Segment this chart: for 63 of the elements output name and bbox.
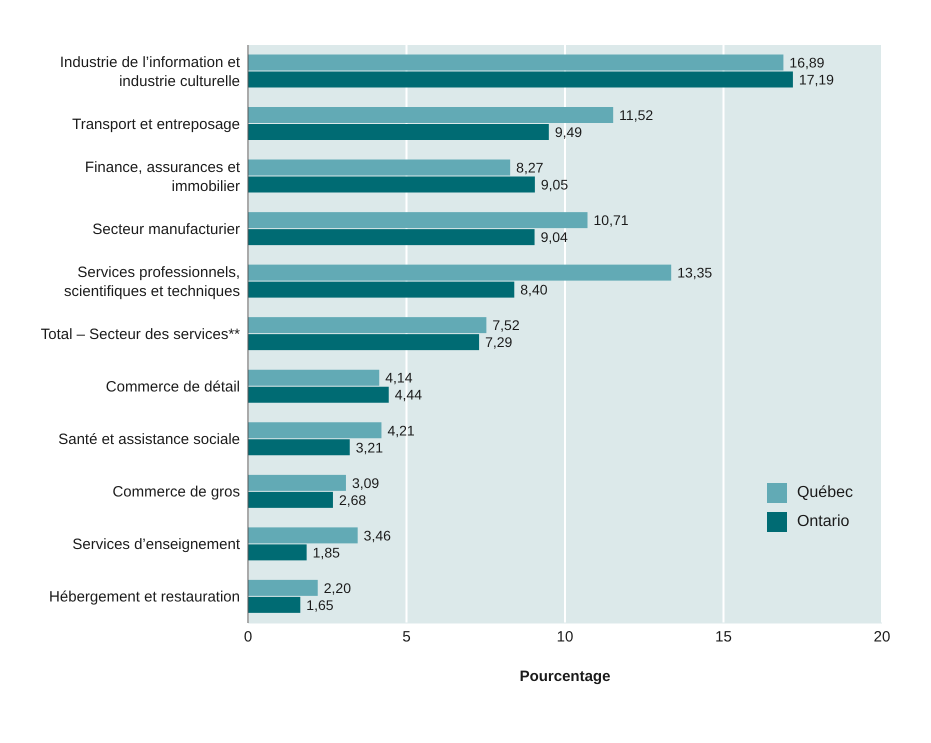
data-label: 3,46 bbox=[364, 527, 392, 544]
y-tick-label: Finance, assurances et immobilier bbox=[84, 158, 241, 194]
data-label: 17,19 bbox=[798, 71, 834, 88]
y-tick-label: Transport et entreposage bbox=[72, 115, 240, 132]
y-tick-label: Total – Secteur des services** bbox=[40, 326, 240, 342]
y-tick-label: Services professionnels, scientifiques et techniques bbox=[64, 263, 240, 300]
bar bbox=[248, 71, 793, 88]
bar bbox=[248, 370, 380, 386]
x-axis-title: Pourcentage bbox=[520, 668, 610, 685]
legend-label: Ontario bbox=[796, 513, 850, 531]
bar bbox=[248, 212, 588, 228]
bar bbox=[248, 264, 672, 281]
data-label: 9,49 bbox=[554, 124, 582, 140]
x-tick-label: 15 bbox=[715, 628, 732, 646]
data-label: 7,29 bbox=[485, 334, 513, 350]
data-label: 8,40 bbox=[520, 282, 548, 298]
bar bbox=[248, 422, 382, 438]
bar bbox=[248, 474, 346, 491]
bar bbox=[248, 176, 535, 193]
x-tick-label: 5 bbox=[402, 628, 411, 646]
y-tick-label: Commerce de gros bbox=[112, 483, 240, 500]
bar bbox=[248, 580, 318, 596]
data-label: 2,20 bbox=[324, 580, 352, 596]
data-label: 11,52 bbox=[619, 107, 654, 124]
data-label: 4,14 bbox=[385, 370, 413, 386]
y-tick-label: Industrie de l’information et industrie culturelle bbox=[60, 53, 241, 90]
data-label: 13,35 bbox=[677, 264, 712, 281]
data-label: 8,27 bbox=[516, 160, 544, 176]
data-label: 3,09 bbox=[352, 474, 380, 491]
data-label: 16,89 bbox=[789, 54, 825, 70]
y-tick-label: Secteur manufacturier bbox=[92, 220, 240, 238]
bar bbox=[248, 124, 549, 140]
data-label: 10,71 bbox=[594, 212, 629, 228]
bar bbox=[248, 229, 535, 246]
y-tick-label: Commerce de détail bbox=[106, 378, 240, 396]
data-label: 2,68 bbox=[338, 492, 366, 508]
bar bbox=[248, 107, 614, 124]
data-label: 3,21 bbox=[356, 439, 384, 456]
y-tick-label: Services d’enseignement bbox=[72, 536, 241, 553]
y-tick-label: Hébergement et restauration bbox=[49, 588, 240, 606]
bar bbox=[248, 386, 389, 403]
bar bbox=[248, 492, 333, 508]
data-label: 4,44 bbox=[394, 386, 422, 403]
data-label: 4,21 bbox=[387, 422, 415, 438]
bar bbox=[248, 160, 510, 176]
legend-label: Québec bbox=[796, 484, 853, 502]
y-tick-label: Santé et assistance sociale bbox=[58, 430, 240, 448]
data-label: 1,85 bbox=[312, 544, 340, 560]
bar bbox=[248, 527, 358, 544]
bar bbox=[248, 54, 784, 70]
bar bbox=[248, 317, 486, 334]
data-label: 9,04 bbox=[540, 229, 568, 246]
data-label: 1,65 bbox=[306, 596, 334, 613]
bar bbox=[248, 282, 514, 298]
bar bbox=[248, 544, 307, 560]
bar bbox=[248, 596, 300, 613]
x-tick-label: 20 bbox=[874, 628, 890, 646]
x-tick-label: 10 bbox=[556, 628, 574, 646]
data-label: 7,52 bbox=[492, 317, 520, 334]
data-label: 9,05 bbox=[540, 176, 568, 193]
x-tick-label: 0 bbox=[244, 628, 252, 646]
bar bbox=[248, 334, 480, 350]
bar bbox=[248, 439, 350, 456]
